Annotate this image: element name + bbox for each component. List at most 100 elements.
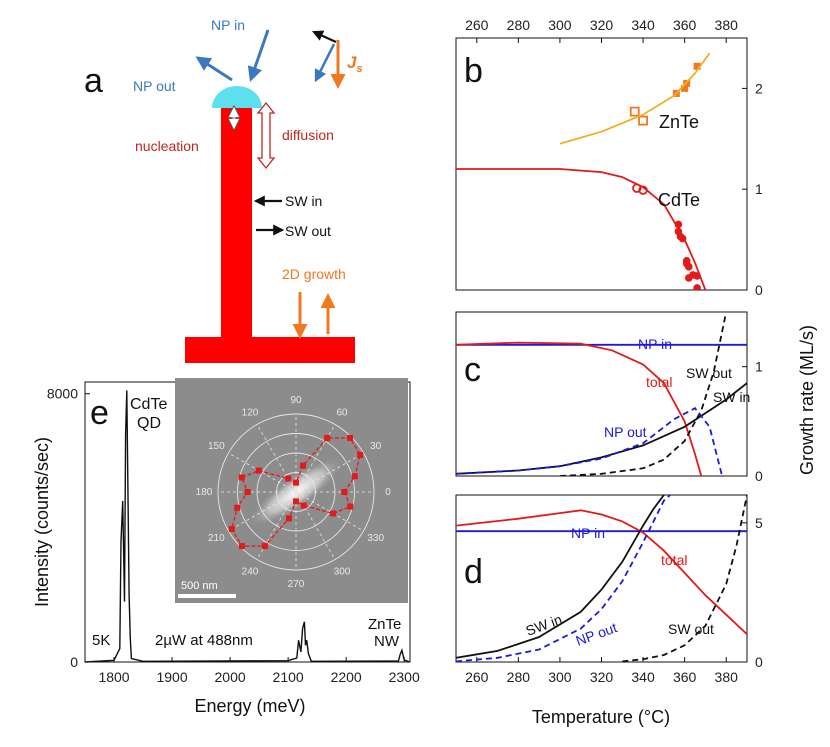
label-znte-nw-line2: NW — [374, 633, 400, 650]
bottom-tick-label: 260 — [465, 669, 489, 685]
scalebar — [178, 594, 236, 598]
top-tick-label: 260 — [465, 17, 489, 33]
panel-b: 260 280 300 320 340 360 380 0 1 2 b ZnTe CdTe — [455, 17, 763, 298]
c-label-np-in: NP in — [638, 336, 672, 352]
data-point-znte — [638, 115, 648, 126]
polar-data-point — [351, 473, 358, 480]
bottom-tick-label: 300 — [548, 669, 572, 685]
spectrum-x-tick-label: 1800 — [98, 669, 129, 685]
series-total — [456, 509, 747, 635]
right-tick-label: 0 — [755, 468, 763, 484]
c-label-total: total — [646, 374, 672, 390]
top-tick-label: 320 — [590, 17, 614, 33]
y-axis-label-right: Growth rate (ML/s) — [797, 325, 817, 475]
polar-angle-label: 330 — [367, 533, 384, 544]
panel-letter-a: a — [84, 62, 103, 100]
inset-polar-image: 0 30 60 90 120 150 180 210 240 270 300 330 500 nm — [175, 378, 408, 603]
polar-data-point — [285, 515, 292, 522]
data-point-cdte — [685, 263, 693, 271]
polar-data-point — [293, 498, 299, 505]
polar-data-point — [238, 474, 245, 481]
polar-angle-label: 240 — [242, 567, 259, 578]
droplet — [212, 86, 262, 108]
spectrum-line — [84, 390, 411, 663]
polar-data-point — [300, 502, 307, 509]
d-label-np-out: NP out — [574, 619, 620, 649]
polar-angle-label: 300 — [334, 567, 351, 578]
polar-spoke — [256, 491, 297, 560]
nucleation-label: nucleation — [135, 138, 199, 154]
polar-angle-label: 120 — [242, 407, 259, 418]
nanowire-body — [221, 108, 252, 340]
polar-grid: 0 30 60 90 120 150 180 210 240 270 300 330 — [196, 395, 392, 590]
flux-reflect-arrow — [311, 30, 337, 44]
spectrum-x-tick-label: 2200 — [331, 669, 362, 685]
polar-data-point — [261, 543, 268, 550]
spectrum-y-label: Intensity (counts/sec) — [32, 437, 52, 607]
polar-data-point — [357, 451, 364, 458]
growth-2d-label: 2D growth — [282, 266, 346, 282]
polar-data — [228, 434, 364, 550]
polar-spoke — [295, 452, 364, 493]
polar-data-point — [293, 479, 299, 486]
c-label-np-out: NP out — [604, 424, 647, 440]
substrate — [185, 337, 355, 363]
polar-spoke — [228, 491, 297, 532]
np-out-arrow — [195, 56, 233, 82]
polar-data-point — [347, 434, 354, 441]
top-tick-label: 380 — [715, 17, 739, 33]
d-label-sw-out: SW out — [668, 621, 714, 637]
right-tick-label: 0 — [755, 654, 763, 670]
sw-in-label: SW in — [285, 193, 322, 209]
series-np-out — [456, 495, 671, 662]
c-label-sw-out: SW out — [686, 365, 732, 381]
polar-spoke — [228, 452, 297, 493]
top-tick-label: 300 — [548, 17, 572, 33]
x-axis-label: Temperature (°C) — [532, 707, 670, 727]
panel-b-right-axis: 0 1 2 — [742, 80, 763, 298]
series-sw-in — [456, 382, 747, 475]
spectrum-x-tick-label: 2300 — [389, 669, 420, 685]
label-znte: ZnTe — [659, 112, 699, 132]
panel-letter-b: b — [464, 52, 483, 90]
polar-angle-label: 180 — [196, 487, 213, 498]
bottom-tick-label: 360 — [673, 669, 697, 685]
polar-spoke — [295, 424, 336, 493]
spectrum-x-tick-label: 1900 — [156, 669, 187, 685]
spectrum-x-tick-label: 2000 — [215, 669, 246, 685]
polar-data-point — [300, 462, 307, 469]
panel-c-frame — [455, 311, 748, 477]
spectrum-y-tick-label: 8000 — [47, 386, 78, 402]
top-tick-label: 360 — [673, 17, 697, 33]
np-in-label: NP in — [211, 17, 245, 33]
fit-curve-cdte-fit — [456, 168, 707, 290]
top-axis: 260 280 300 320 340 360 380 — [465, 17, 738, 43]
right-tick-label: 1 — [755, 359, 763, 375]
polar-data-point — [244, 489, 251, 495]
polar-data-point — [341, 489, 348, 495]
polar-ring — [217, 413, 375, 571]
panel-d: 05 260 280 300 320 340 360 380 d NP in total S… — [455, 494, 763, 685]
series-sw-out — [559, 312, 728, 476]
fit-curve-znte-fit — [559, 52, 711, 145]
polar-data-point — [234, 504, 241, 511]
panel-c-plot — [456, 312, 747, 476]
flux-symbol: Js — [347, 53, 363, 75]
label-znte-nw-line1: ZnTe — [368, 616, 401, 633]
scalebar-label: 500 nm — [181, 580, 218, 592]
label-temperature: 5K — [92, 632, 110, 649]
d-label-total: total — [661, 552, 687, 568]
right-tick-label: 2 — [755, 80, 763, 96]
polar-data-point — [255, 467, 262, 474]
series-sw-in — [456, 495, 665, 659]
panel-letter-e: e — [90, 394, 109, 432]
np-in-arrow — [247, 29, 270, 82]
sw-out-label: SW out — [285, 223, 331, 239]
series-total — [456, 341, 703, 476]
series-np-out — [456, 407, 723, 476]
label-cdte-qd-line2: QD — [137, 415, 161, 432]
panel-d-plot — [456, 495, 747, 662]
polar-spoke — [295, 491, 364, 532]
